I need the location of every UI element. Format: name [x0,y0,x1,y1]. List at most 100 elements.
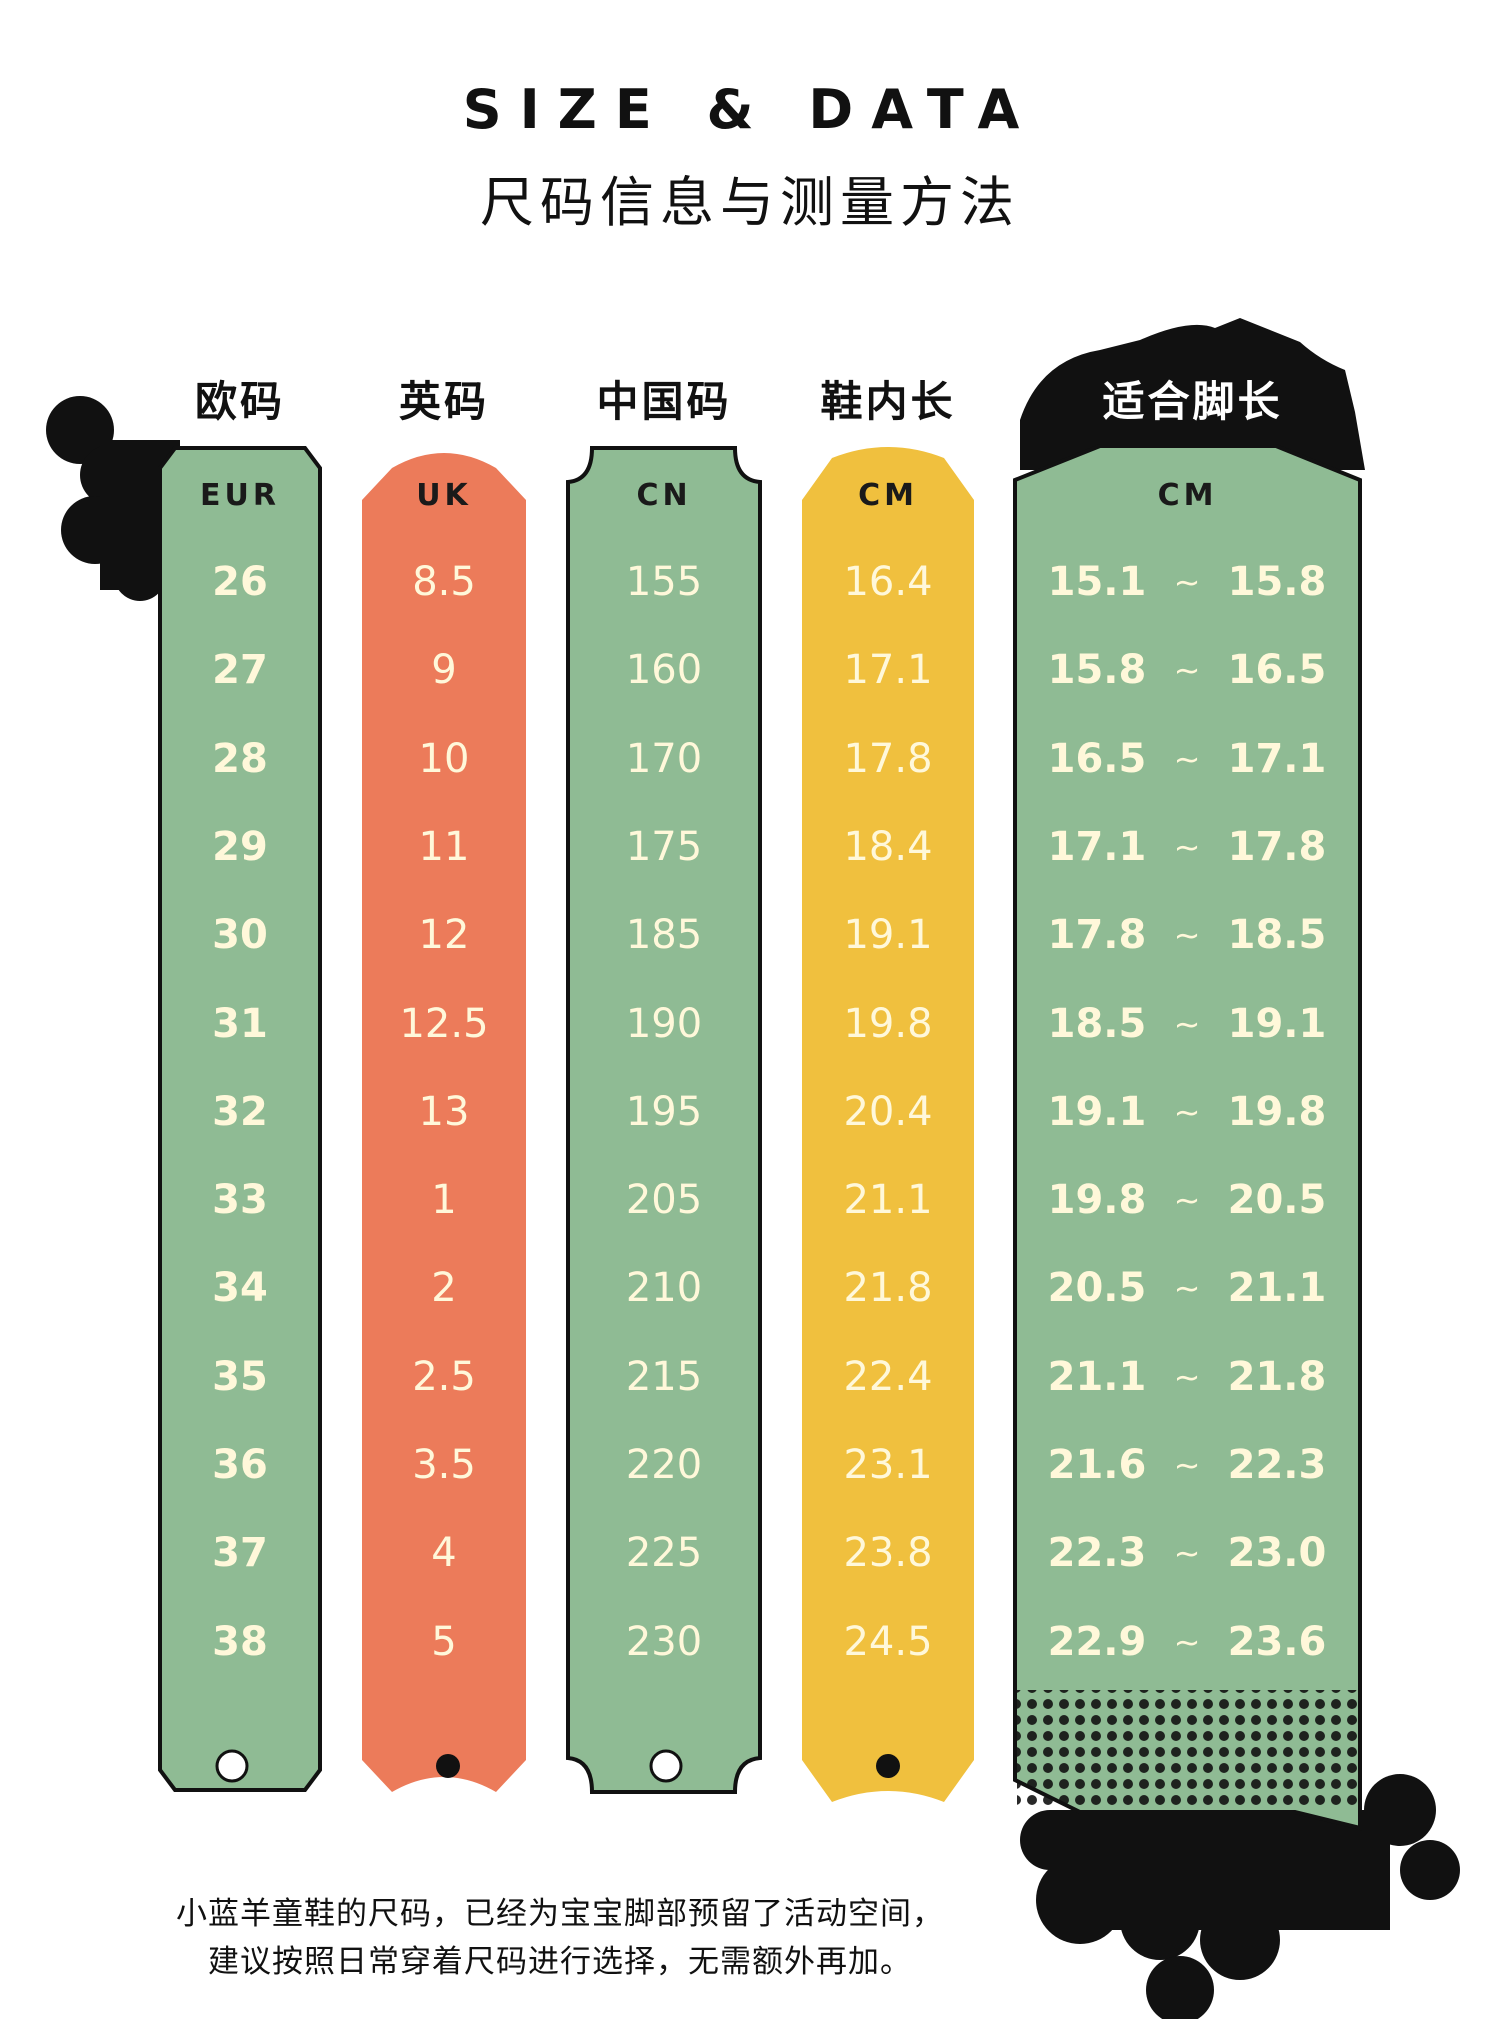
range-separator: ~ [1173,740,1201,778]
title-chinese: 尺码信息与测量方法 [480,171,1020,234]
insole-length-value: 19.1 [843,912,933,958]
eur-tag [158,446,322,1792]
foot-length-range: 19.1 ~19.8 [1032,1086,1342,1138]
uk-value: 12 [418,912,470,958]
foot-length-range: 17.1 ~17.8 [1032,821,1342,873]
uk-value: 8.5 [412,559,476,605]
uk-value: 5 [431,1619,457,1665]
foot-length-range: 21.6 ~22.3 [1032,1439,1342,1491]
foot-length-max: 21.8 [1227,1354,1327,1400]
foot-length-header: 适合脚长 [1102,377,1283,426]
eur-value: 27 [212,647,268,693]
foot-length-max: 16.5 [1227,647,1327,693]
range-separator: ~ [1173,1358,1201,1396]
foot-length-range: 17.8 ~18.5 [1032,909,1342,961]
note-line-2: 建议按照日常穿着尺码进行选择，无需额外再加。 [208,1944,912,1980]
insole-length-value: 16.4 [843,559,933,605]
foot-length-max: 23.6 [1227,1619,1327,1665]
foot-length-range: 22.9 ~23.6 [1032,1616,1342,1668]
foot-length-range: 19.8 ~20.5 [1032,1174,1342,1226]
foot-length-range: 21.1 ~21.8 [1032,1351,1342,1403]
ink-splash-bottom-right [1020,1774,1460,2019]
insole-length-value: 21.1 [843,1177,933,1223]
cn-value: 220 [625,1442,703,1488]
insole-length-value: 17.1 [843,647,933,693]
foot-length-min: 19.1 [1047,1089,1147,1135]
cn-value: 175 [625,824,703,870]
uk-value: 1 [431,1177,457,1223]
cn-value: 225 [625,1530,703,1576]
eur-value: 37 [212,1530,268,1576]
uk-unit: UK [416,478,472,513]
foot-length-max: 15.8 [1227,559,1327,605]
foot-length-min: 15.8 [1047,647,1147,693]
eur-value: 31 [212,1001,268,1047]
uk-value: 2.5 [412,1354,476,1400]
foot-length-max: 18.5 [1227,912,1327,958]
uk-value: 9 [431,647,457,693]
cn-unit: CN [636,478,692,513]
foot-length-min: 22.9 [1047,1619,1147,1665]
cn-tag [566,446,762,1794]
foot-length-unit: CM [1157,478,1218,513]
cn-value: 170 [625,736,703,782]
insole-length-header: 鞋内长 [820,377,956,426]
halftone-area [1017,1690,1358,1810]
cn-value: 185 [625,912,703,958]
foot-length-max: 23.0 [1227,1530,1327,1576]
eur-value: 38 [212,1619,268,1665]
insole-length-value: 23.8 [843,1530,933,1576]
foot-length-range: 18.5 ~19.1 [1032,998,1342,1050]
cn-value: 230 [625,1619,703,1665]
foot-length-min: 20.5 [1047,1265,1147,1311]
foot-length-range: 22.3 ~23.0 [1032,1527,1342,1579]
note-line-1: 小蓝羊童鞋的尺码，已经为宝宝脚部预留了活动空间， [176,1896,944,1932]
foot-length-max: 17.1 [1227,736,1327,782]
range-separator: ~ [1173,828,1201,866]
foot-length-min: 17.8 [1047,912,1147,958]
foot-length-range: 16.5 ~17.1 [1032,733,1342,785]
insole-length-value: 22.4 [843,1354,933,1400]
foot-length-range: 15.1 ~15.8 [1032,556,1342,608]
eur-value: 32 [212,1089,268,1135]
foot-length-range: 20.5 ~21.1 [1032,1262,1342,1314]
eur-value: 28 [212,736,268,782]
eur-header: 欧码 [194,377,285,426]
foot-length-min: 18.5 [1047,1001,1147,1047]
insole-length-value: 20.4 [843,1089,933,1135]
range-separator: ~ [1173,651,1201,689]
insole-length-value: 24.5 [843,1619,933,1665]
cn-value: 190 [625,1001,703,1047]
uk-tag [362,453,526,1792]
uk-value: 10 [418,736,470,782]
range-separator: ~ [1173,1446,1201,1484]
cn-value: 195 [625,1089,703,1135]
foot-length-min: 17.1 [1047,824,1147,870]
eur-value: 30 [212,912,268,958]
cn-value: 215 [625,1354,703,1400]
cn-value: 155 [625,559,703,605]
range-separator: ~ [1173,1534,1201,1572]
cn-value: 160 [625,647,703,693]
foot-length-min: 21.6 [1047,1442,1147,1488]
eur-tag-hole [215,1749,249,1783]
foot-length-min: 21.1 [1047,1354,1147,1400]
uk-value: 3.5 [412,1442,476,1488]
foot-length-max: 20.5 [1227,1177,1327,1223]
insole-length-value: 19.8 [843,1001,933,1047]
foot-length-max: 21.1 [1227,1265,1327,1311]
foot-length-max: 19.8 [1227,1089,1327,1135]
cn-value: 210 [625,1265,703,1311]
foot-length-min: 22.3 [1047,1530,1147,1576]
uk-value: 12.5 [399,1001,489,1047]
foot-length-min: 19.8 [1047,1177,1147,1223]
range-separator: ~ [1173,563,1201,601]
cn-value: 205 [625,1177,703,1223]
eur-value: 35 [212,1354,268,1400]
insole-length-value: 23.1 [843,1442,933,1488]
insole-length-value: 18.4 [843,824,933,870]
foot-length-header-blob [1020,318,1365,470]
insole-length-unit: CM [858,478,918,513]
eur-unit: EUR [200,478,280,513]
range-separator: ~ [1173,1181,1201,1219]
